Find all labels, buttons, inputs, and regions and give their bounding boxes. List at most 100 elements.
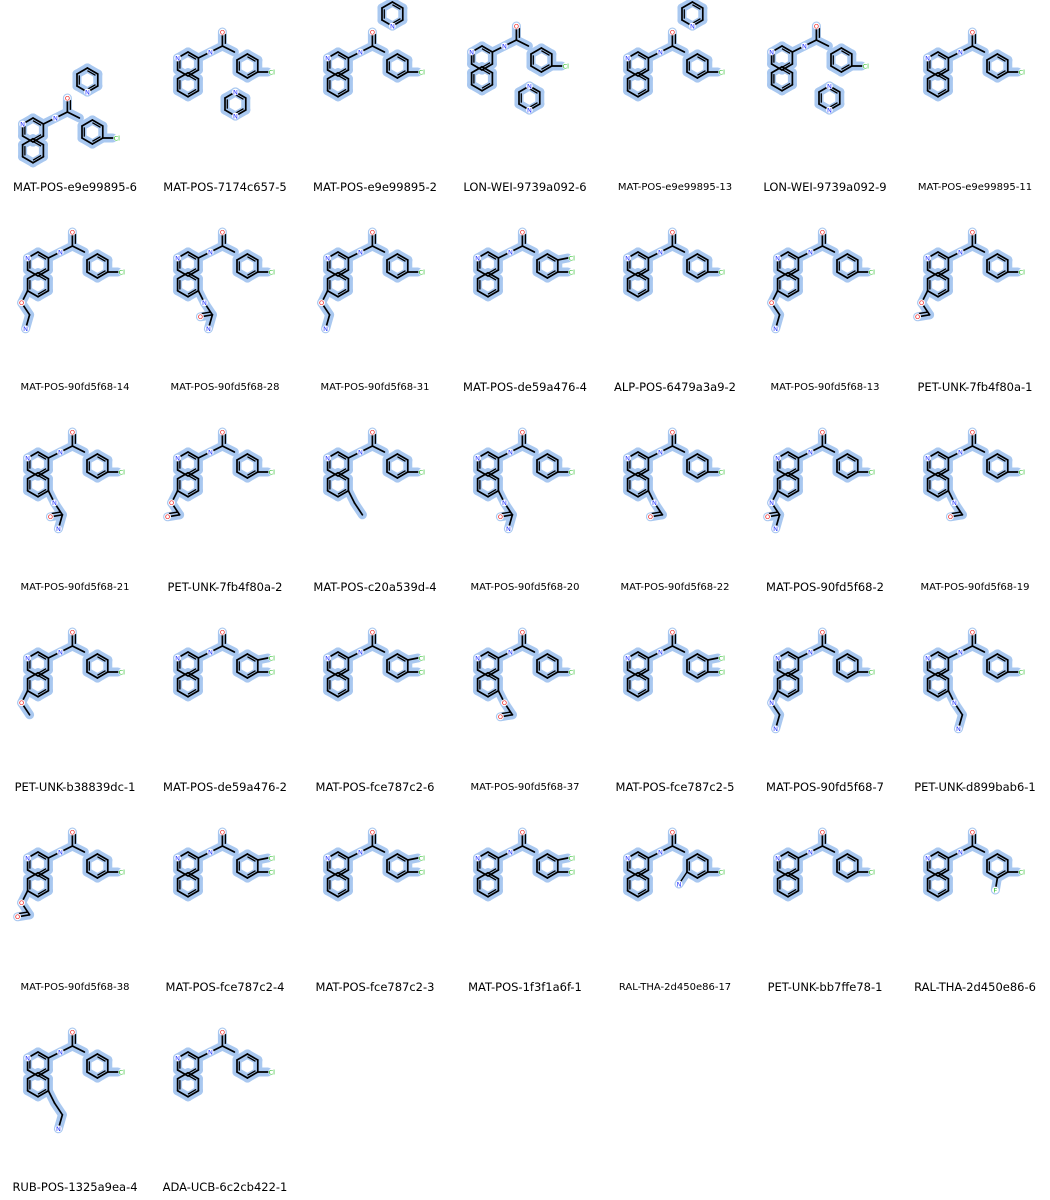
- bond: [176, 271, 189, 280]
- bond: [546, 271, 559, 279]
- aromatic-bond: [247, 1070, 256, 1076]
- molecule-id-label: PET-UNK-bb7ffe78-1: [767, 980, 883, 994]
- bond: [187, 471, 200, 480]
- highlight-layer: [173, 627, 273, 702]
- bond: [21, 135, 34, 143]
- aromatic-bond: [937, 254, 947, 260]
- aromatic-bond: [637, 254, 647, 260]
- aromatic-bond: [37, 1054, 47, 1060]
- bond: [391, 1, 404, 9]
- molecule-cell: N N O Cl N O MAT-POS-90fd5f68-19: [900, 400, 1050, 600]
- bond: [396, 653, 409, 661]
- aromatic-bond: [637, 68, 647, 74]
- atom-backdrop: [174, 54, 182, 62]
- double-bond: [18, 911, 28, 915]
- bond: [637, 489, 650, 498]
- molecule-cell: N N O Cl N MAT-POS-e9e99895-2: [300, 0, 450, 200]
- bond: [326, 269, 339, 277]
- bond: [937, 469, 950, 477]
- bond: [96, 271, 109, 279]
- bond: [337, 89, 350, 98]
- aromatic-bond: [337, 854, 347, 860]
- molecule-id-label: ALP-POS-6479a3a9-2: [613, 380, 736, 394]
- aromatic-bond: [787, 874, 797, 881]
- bond: [476, 689, 489, 698]
- bond: [221, 645, 236, 653]
- highlight-layer: [763, 427, 873, 534]
- molecule-cell: N N O Cl N O N MAT-POS-90fd5f68-20: [450, 400, 600, 600]
- aromatic-bond: [547, 856, 556, 862]
- bond: [26, 669, 39, 677]
- bond: [787, 889, 800, 898]
- bond: [37, 1071, 50, 1080]
- bond: [381, 1, 394, 9]
- atom-backdrop: [14, 913, 22, 921]
- molecule-id-label: MAT-POS-90fd5f68-14: [20, 382, 130, 393]
- atom-label: N: [773, 725, 778, 733]
- atom-label: Cl: [119, 1068, 126, 1076]
- aromatic-bond: [787, 488, 797, 495]
- bond: [86, 653, 99, 661]
- molecule-cell: N N O Cl N MAT-POS-e9e99895-6: [0, 0, 150, 200]
- atom-backdrop: [624, 54, 632, 62]
- atom-label: N: [652, 499, 657, 507]
- aromatic-bond: [37, 874, 47, 881]
- molecule-cell: N N O Cl N O N MAT-POS-90fd5f68-21: [0, 400, 150, 600]
- aromatic-bond: [697, 470, 706, 476]
- bond: [521, 645, 536, 653]
- bond: [187, 1089, 200, 1098]
- atom-backdrop: [496, 513, 504, 521]
- bond: [337, 269, 350, 277]
- bond: [221, 445, 236, 453]
- bond: [686, 471, 699, 479]
- atom-label: O: [520, 628, 525, 636]
- highlight-layer: [473, 827, 573, 902]
- highlight-layer: [323, 827, 423, 902]
- bond: [996, 871, 1009, 879]
- atom-backdrop: [918, 299, 926, 307]
- atom-backdrop: [68, 228, 76, 236]
- bond: [37, 651, 50, 659]
- bond: [926, 871, 939, 880]
- bond-layer: [26, 1031, 119, 1130]
- atom-backdrop: [218, 1028, 226, 1036]
- bond: [187, 69, 200, 77]
- atom-backdrop: [368, 428, 376, 436]
- atom-label: O: [370, 828, 375, 836]
- bond: [53, 1101, 64, 1116]
- bond: [937, 669, 950, 677]
- atom-label: O: [65, 94, 70, 102]
- atom-backdrop: [54, 525, 62, 533]
- molecule-cell: N N O Cl N MAT-POS-e9e99895-13: [600, 0, 750, 200]
- bond: [187, 451, 200, 459]
- bond: [470, 83, 483, 92]
- atom-backdrop: [968, 228, 976, 236]
- bond: [386, 253, 399, 261]
- aromatic-bond: [97, 270, 106, 276]
- aromatic-bond: [487, 488, 497, 495]
- bond: [406, 857, 419, 861]
- bond: [696, 71, 709, 79]
- atom-label: N: [25, 1054, 30, 1062]
- bond: [781, 83, 794, 92]
- bond: [96, 653, 109, 661]
- bond: [26, 671, 39, 680]
- atom-backdrop: [174, 654, 182, 662]
- atom-layer: N N O Cl: [774, 828, 876, 876]
- atom-label: N: [827, 82, 832, 90]
- bond: [637, 851, 650, 859]
- bond: [787, 289, 800, 298]
- atom-label: Cl: [269, 1068, 276, 1076]
- atom-backdrop: [368, 228, 376, 236]
- aromatic-bond: [187, 874, 197, 881]
- aromatic-bond: [392, 18, 401, 24]
- bond: [71, 845, 86, 853]
- aromatic-bond: [97, 1056, 106, 1062]
- bond: [821, 245, 836, 253]
- aromatic-bond: [529, 88, 538, 94]
- bond-layer: [926, 831, 1019, 898]
- atom-label: O: [220, 828, 225, 836]
- bond: [176, 871, 189, 880]
- highlight-layer: [173, 1027, 273, 1102]
